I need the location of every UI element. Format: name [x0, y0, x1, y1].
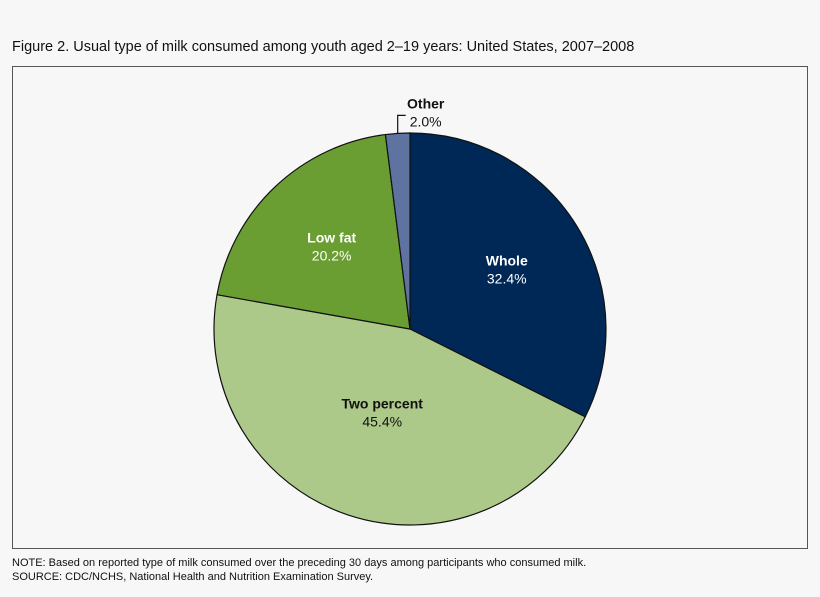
pie-slice-low-fat	[216, 133, 411, 330]
slice-value-label: 2.0%	[410, 113, 442, 129]
pie-slice-other	[384, 132, 411, 330]
chart-note: NOTE: Based on reported type of milk con…	[12, 557, 587, 569]
slice-value-label: 20.2%	[312, 248, 352, 264]
chart-title: Figure 2. Usual type of milk consumed am…	[12, 39, 635, 55]
slice-label: Low fat	[307, 230, 356, 246]
leader-line	[397, 114, 406, 134]
chart-source: SOURCE: CDC/NCHS, National Health and Nu…	[12, 571, 374, 583]
slice-label: Whole	[486, 252, 528, 268]
slice-value-label: 32.4%	[487, 270, 527, 286]
pie-slice-two-percent	[213, 293, 586, 526]
slice-value-label: 45.4%	[362, 414, 402, 430]
slice-label: Two percent	[342, 396, 424, 412]
slice-label: Other	[407, 95, 445, 111]
pie-slice-whole	[409, 132, 607, 418]
